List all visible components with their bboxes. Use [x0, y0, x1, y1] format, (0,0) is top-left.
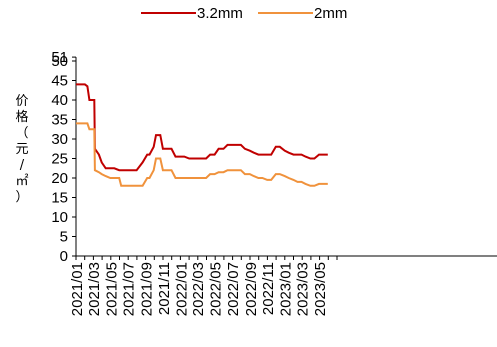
y-tick-label: 50 [51, 53, 68, 70]
x-tick-label: 2021/03 [86, 262, 103, 316]
y-tick-label: 0 [60, 248, 68, 265]
y-tick-label: 25 [51, 151, 68, 168]
y-tick-label: 5 [60, 229, 68, 246]
series-line-3-2mm [76, 83, 328, 172]
y-axis-title-char: ） [15, 190, 28, 205]
x-tick-label: 2021/07 [121, 262, 138, 316]
x-tick-label: 2022/11 [260, 262, 277, 315]
y-tick-label: 45 [51, 73, 68, 90]
x-tick-label: 2023/01 [278, 262, 295, 316]
y-axis-title-char: / [20, 158, 25, 173]
x-tick-label: 2022/09 [243, 262, 260, 316]
y-axis-title-char: （ [15, 126, 28, 141]
y-axis-title-char: ㎡ [15, 174, 28, 189]
legend-label-3-2mm: 3.2mm [197, 5, 243, 22]
x-tick-label: 2021/01 [69, 262, 86, 316]
y-axis-title-char: 价 [15, 94, 28, 109]
y-tick-label: 30 [51, 131, 68, 148]
x-tick-label: 2023/05 [312, 262, 329, 316]
legend-label-2mm: 2mm [314, 5, 347, 22]
x-tick-label: 2021/05 [103, 262, 120, 316]
x-tick-label: 2022/05 [208, 262, 225, 316]
y-tick-label: 15 [51, 190, 68, 207]
x-tick-label: 2022/03 [190, 262, 207, 316]
x-tick-label: 2021/11 [156, 262, 173, 315]
x-tick-label: 2023/03 [295, 262, 312, 316]
x-tick-label: 2021/09 [138, 262, 155, 316]
series-lines [76, 83, 328, 187]
y-tick-label: 40 [51, 92, 68, 109]
y-tick-label: 10 [51, 209, 68, 226]
y-tick-label: 35 [51, 112, 68, 129]
x-tick-label: 2022/01 [173, 262, 190, 316]
y-axis-title-char: 格 [15, 109, 28, 125]
series-line-2mm [76, 122, 328, 187]
y-axis-title-char: 元 [15, 142, 28, 157]
legend: 3.2mm 2mm [141, 5, 347, 22]
y-axis-title: 价格（元/㎡） [15, 94, 28, 205]
y-tick-label: 51 [51, 49, 68, 66]
x-tick-label: 2022/07 [225, 262, 242, 316]
y-tick-label: 20 [51, 170, 68, 187]
